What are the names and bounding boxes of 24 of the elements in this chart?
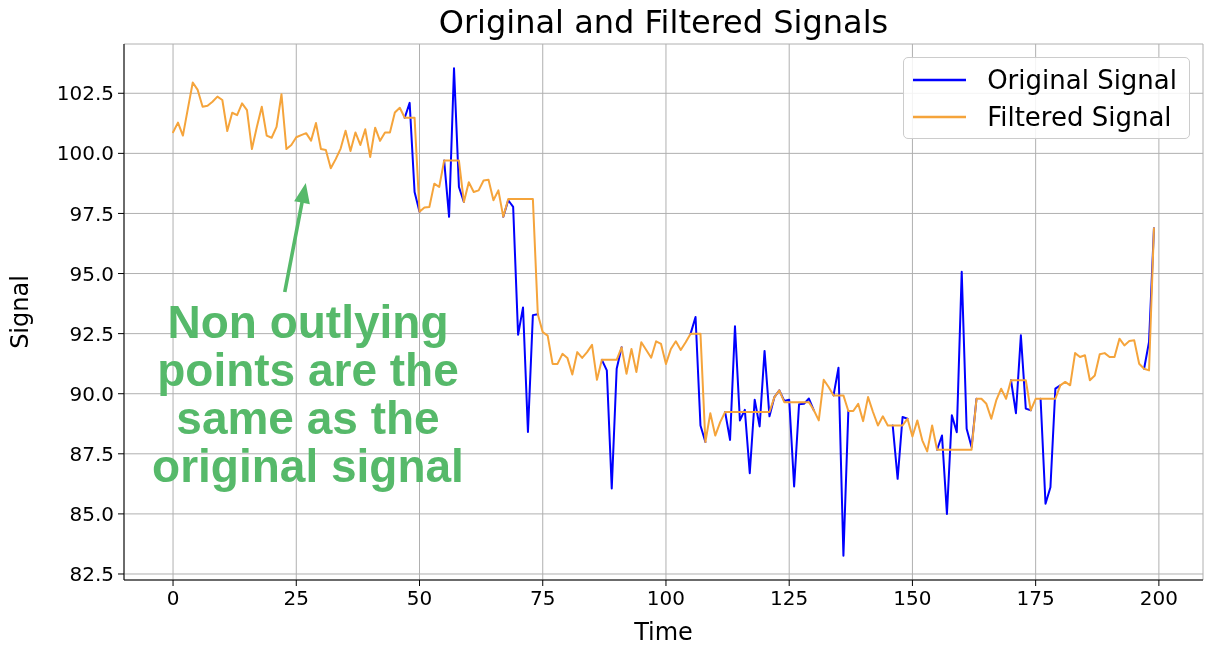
y-tick-label: 102.5 [56, 81, 114, 106]
y-tick-label: 82.5 [69, 562, 114, 587]
x-tick-label: 75 [530, 586, 556, 611]
x-tick-label: 200 [1139, 586, 1178, 611]
x-tick-label: 100 [646, 586, 686, 611]
y-tick-label: 100.0 [56, 141, 114, 166]
y-tick-label: 87.5 [69, 441, 114, 466]
x-tick-label: 25 [283, 586, 309, 611]
y-tick-label: 95.0 [69, 261, 114, 286]
y-tick-label: 85.0 [69, 502, 114, 526]
y-tick-label: 92.5 [69, 321, 114, 346]
x-tick-label: 150 [893, 586, 932, 611]
x-axis-title: Time [633, 618, 693, 646]
chart-title: Original and Filtered Signals [437, 2, 890, 42]
x-tick-label: 175 [1016, 586, 1055, 611]
x-tick-label: 125 [770, 586, 809, 611]
annotation: Non outlying points are the same as the original signal [151, 296, 465, 492]
y-axis-title: Signal [6, 275, 34, 349]
legend-label: Original Signal [987, 64, 1177, 95]
x-tick-label: 50 [406, 586, 433, 611]
y-tick-label: 90.0 [69, 381, 114, 406]
x-tick-label: 0 [166, 586, 180, 611]
legend-label: Filtered Signal [987, 101, 1172, 132]
y-tick-label: 97.5 [69, 201, 114, 226]
